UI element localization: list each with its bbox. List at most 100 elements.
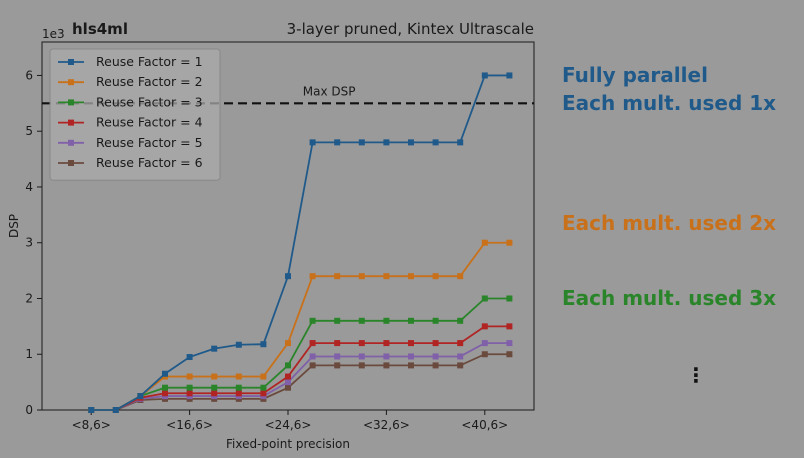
data-point-rf3: [432, 317, 439, 324]
legend-entry-label: Reuse Factor = 4: [96, 115, 203, 130]
data-point-rf1: [432, 139, 439, 146]
data-point-rf2: [211, 373, 218, 380]
data-point-rf4: [358, 340, 365, 347]
data-point-rf6: [285, 384, 291, 391]
x-tick-label: <16,6>: [166, 418, 213, 432]
data-point-rf6: [408, 362, 414, 369]
data-point-rf1: [383, 139, 390, 146]
data-point-rf5: [481, 340, 488, 347]
data-point-rf2: [334, 273, 341, 280]
data-point-rf4: [457, 340, 464, 347]
series-line-rf6: [91, 353, 510, 411]
data-point-rf1: [235, 341, 242, 348]
data-point-rf1: [211, 345, 218, 352]
data-point-rf4: [186, 390, 193, 397]
data-point-rf4: [481, 323, 488, 330]
legend-entry-label: Reuse Factor = 6: [96, 155, 203, 170]
data-point-rf1: [309, 139, 316, 146]
data-point-rf5: [432, 353, 439, 360]
data-point-rf4: [211, 390, 218, 397]
data-point-rf5: [408, 353, 414, 360]
data-point-rf6: [432, 362, 439, 369]
data-point-rf1: [506, 72, 513, 79]
annotation-text: Each mult. used 1x: [562, 91, 776, 115]
data-point-rf5: [309, 353, 316, 360]
legend-swatch-marker: [68, 99, 74, 106]
data-point-rf3: [309, 317, 316, 324]
series-line-rf3: [91, 297, 510, 411]
data-point-rf3: [506, 295, 513, 302]
y-multiplier-label: 1e3: [42, 27, 65, 41]
legend-swatch-marker: [68, 119, 74, 126]
data-point-rf4: [383, 340, 390, 347]
data-point-rf1: [358, 139, 365, 146]
data-point-rf3: [457, 317, 464, 324]
annotation-text: Fully parallel: [562, 63, 708, 87]
data-point-rf1: [457, 139, 464, 146]
series-line-rf5: [91, 342, 510, 411]
data-point-rf4: [506, 323, 513, 330]
data-point-rf6: [457, 362, 464, 369]
y-tick-label: 6: [25, 68, 33, 82]
legend-entry-label: Reuse Factor = 2: [96, 74, 203, 89]
data-point-rf1: [137, 393, 144, 400]
axis-ticks: <8,6> <16,6> <24,6> <32,6> <40,6> 0 1 2 3 4 5 6: [25, 68, 508, 432]
annotation-text: Each mult. used 3x: [562, 286, 776, 310]
data-point-rf3: [186, 384, 193, 391]
series-line-rf2: [91, 241, 510, 411]
legend-swatch-marker: [68, 139, 74, 146]
data-point-rf2: [383, 273, 390, 280]
data-point-rf2: [260, 373, 267, 380]
legend: Reuse Factor = 1 Reuse Factor = 2 Reuse Fa…: [49, 48, 221, 181]
legend-swatch-marker: [68, 160, 74, 166]
data-point-rf1: [481, 72, 488, 79]
data-point-rf5: [334, 353, 341, 360]
series-line-rf1: [91, 74, 510, 411]
data-point-rf5: [358, 353, 365, 360]
data-point-rf2: [358, 273, 365, 280]
data-point-rf1: [162, 370, 168, 377]
data-point-rf4: [162, 390, 168, 397]
legend-entry-label: Reuse Factor = 1: [96, 54, 203, 69]
y-axis-label: DSP: [7, 214, 21, 238]
data-point-rf3: [162, 384, 168, 391]
data-point-rf4: [309, 340, 316, 347]
data-point-rf1: [112, 407, 119, 413]
data-point-rf3: [383, 317, 390, 324]
y-tick-label: 0: [25, 403, 33, 417]
data-point-rf4: [432, 340, 439, 347]
data-point-rf5: [506, 340, 513, 347]
legend-swatch-marker: [68, 79, 74, 86]
annotation-text: Each mult. used 2x: [562, 211, 776, 235]
data-point-rf6: [383, 362, 390, 369]
data-point-rf5: [285, 379, 291, 386]
x-tick-label: <24,6>: [265, 418, 312, 432]
legend-box: [49, 48, 221, 181]
data-point-rf2: [309, 273, 316, 280]
x-tick-label: <8,6>: [72, 418, 111, 432]
data-point-rf2: [506, 239, 513, 246]
data-point-rf5: [383, 353, 390, 360]
data-point-rf2: [457, 273, 464, 280]
data-point-rf6: [334, 362, 341, 369]
data-point-rf4: [334, 340, 341, 347]
legend-swatch-marker: [68, 59, 74, 65]
reference-line-group: Max DSP: [42, 84, 534, 105]
data-point-rf1: [88, 407, 95, 413]
chart-title-left: hls4ml: [72, 20, 128, 38]
legend-entry-label: Reuse Factor = 3: [96, 94, 203, 109]
y-tick-label: 2: [25, 291, 33, 305]
data-point-rf4: [260, 390, 267, 397]
chart-title-right: 3-layer pruned, Kintex Ultrascale: [287, 20, 534, 38]
data-point-rf1: [408, 139, 414, 146]
data-point-rf3: [260, 384, 267, 391]
data-point-rf1: [334, 139, 341, 146]
data-point-rf2: [235, 373, 242, 380]
x-axis-label: Fixed-point precision: [226, 437, 350, 451]
data-point-rf6: [358, 362, 365, 369]
series-line-rf4: [91, 325, 510, 411]
data-point-rf2: [481, 239, 488, 246]
data-point-rf1: [186, 354, 193, 361]
annotation-text: ⋮: [686, 363, 706, 387]
data-point-rf1: [285, 273, 291, 280]
